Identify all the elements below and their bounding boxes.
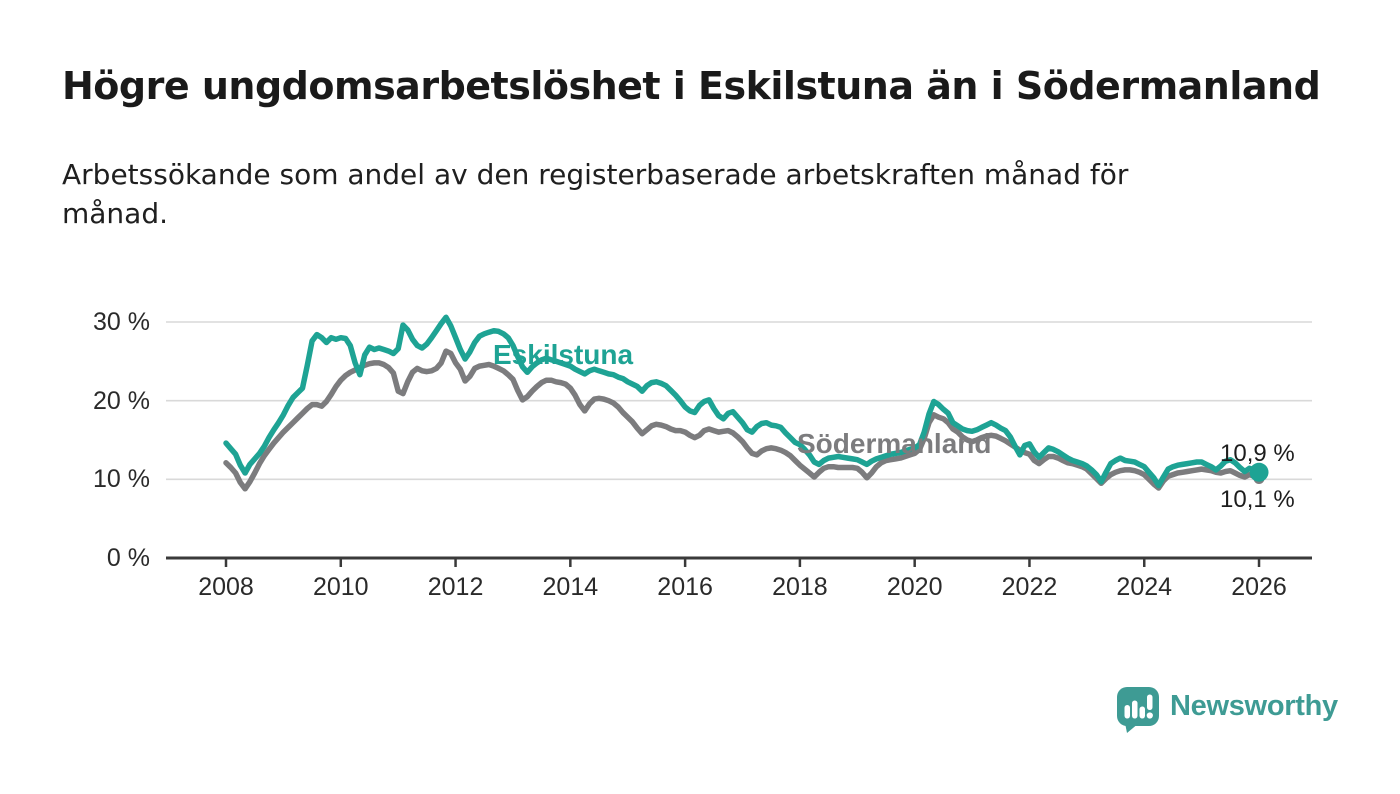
x-axis-tick-label: 2026 bbox=[1231, 573, 1287, 601]
x-axis-tick-label: 2020 bbox=[886, 573, 943, 601]
x-axis-tick-label: 2008 bbox=[198, 573, 254, 601]
series-end-dot-eskilstuna bbox=[1249, 462, 1269, 482]
y-axis-tick-label: 20 % bbox=[93, 386, 150, 415]
y-axis-tick-label: 0 % bbox=[106, 544, 150, 572]
x-axis-tick-label: 2014 bbox=[542, 573, 599, 601]
subtitle-line-2: månad. bbox=[62, 197, 169, 230]
chart-subtitle: Arbetssökande som andel av den registerb… bbox=[62, 155, 1312, 233]
newsworthy-speech-bubble-bar-chart-icon bbox=[1117, 687, 1159, 733]
x-axis-tick-label: 2022 bbox=[1001, 573, 1058, 601]
x-axis-tick-label: 2010 bbox=[312, 573, 369, 601]
x-axis-tick-label: 2016 bbox=[657, 573, 713, 601]
chart-title: Högre ungdomsarbetslöshet i Eskilstuna ä… bbox=[62, 64, 1321, 108]
end-value-label-sodermanland: 10,1 % bbox=[1220, 486, 1295, 513]
x-axis-tick-label: 2012 bbox=[427, 573, 484, 601]
x-axis-tick-label: 2024 bbox=[1116, 573, 1173, 601]
subtitle-line-1: Arbetssökande som andel av den registerb… bbox=[62, 158, 1129, 191]
newsworthy-logo: Newsworthy bbox=[1116, 686, 1338, 733]
x-axis-tick-label: 2018 bbox=[772, 573, 828, 601]
y-axis-tick-label: 10 % bbox=[93, 465, 150, 494]
series-label-eskilstuna: Eskilstuna bbox=[493, 339, 634, 370]
series-line-eskilstuna bbox=[223, 314, 1262, 489]
series-label-sodermanland: Södermanland bbox=[797, 428, 992, 459]
y-axis-tick-label: 30 % bbox=[93, 307, 150, 336]
end-value-label-eskilstuna: 10,9 % bbox=[1220, 440, 1295, 467]
logo-wordmark: Newsworthy bbox=[1170, 690, 1338, 722]
